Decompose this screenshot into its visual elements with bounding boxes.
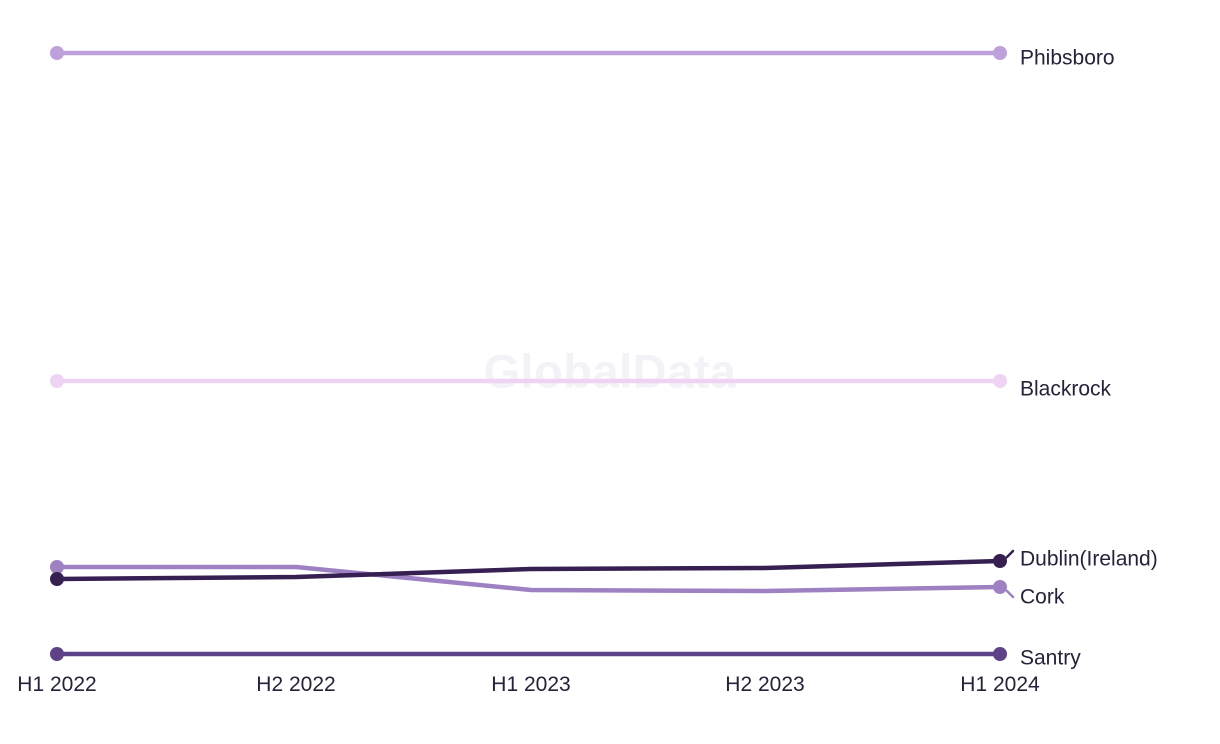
series-point-phibsboro-start — [50, 46, 64, 60]
label-leader-cork — [1005, 589, 1015, 599]
series-point-dublin-ireland-end — [993, 554, 1007, 568]
series-point-santry-start — [50, 647, 64, 661]
series-label-dublin-ireland: Dublin(Ireland) — [1020, 547, 1158, 571]
series-line-dublin-ireland — [54, 558, 1003, 582]
series-label-santry: Santry — [1020, 646, 1081, 670]
x-tick-h1-2022: H1 2022 — [17, 673, 97, 696]
series-label-phibsboro: Phibsboro — [1020, 46, 1115, 70]
series-point-dublin-ireland-start — [50, 572, 64, 586]
series-point-cork-start — [50, 560, 64, 574]
series-point-blackrock-end — [993, 374, 1007, 388]
series-label-cork: Cork — [1020, 585, 1065, 609]
series-line-cork — [54, 564, 1003, 594]
x-tick-h1-2024: H1 2024 — [960, 673, 1040, 696]
series-label-blackrock: Blackrock — [1020, 377, 1112, 401]
series-point-phibsboro-end — [993, 46, 1007, 60]
x-tick-h2-2023: H2 2023 — [725, 673, 805, 696]
series-point-santry-end — [993, 647, 1007, 661]
globaldata-watermark: GlobalData — [483, 344, 737, 398]
x-tick-h1-2023: H1 2023 — [491, 673, 571, 696]
series-point-blackrock-start — [50, 374, 64, 388]
series-point-cork-end — [993, 580, 1007, 594]
label-leader-dublin-ireland — [1005, 549, 1015, 559]
x-tick-h2-2022: H2 2022 — [256, 673, 336, 696]
